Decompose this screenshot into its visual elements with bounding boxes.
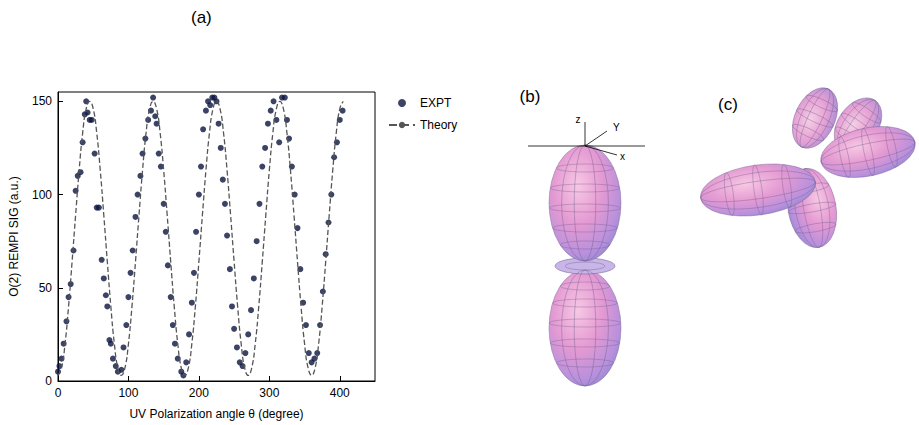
svg-text:(a): (a) [191,8,212,27]
svg-text:300: 300 [259,386,279,400]
svg-text:100: 100 [32,188,52,202]
svg-text:(b): (b) [520,87,541,106]
svg-text:x: x [620,151,625,162]
svg-text:(c): (c) [718,95,738,114]
svg-text:O(2) REMPI SIG (a.u.): O(2) REMPI SIG (a.u.) [7,176,21,297]
svg-text:0: 0 [45,374,52,388]
svg-text:200: 200 [189,386,209,400]
svg-text:Theory: Theory [420,118,457,132]
svg-text:150: 150 [32,94,52,108]
svg-text:EXPT: EXPT [420,96,452,110]
svg-text:0: 0 [55,386,62,400]
svg-text:50: 50 [39,281,53,295]
svg-text:400: 400 [330,386,350,400]
svg-text:Y: Y [613,122,620,133]
svg-text:z: z [576,114,581,125]
svg-text:100: 100 [118,386,138,400]
svg-text:UV Polarization angle θ (degre: UV Polarization angle θ (degree) [129,407,303,421]
